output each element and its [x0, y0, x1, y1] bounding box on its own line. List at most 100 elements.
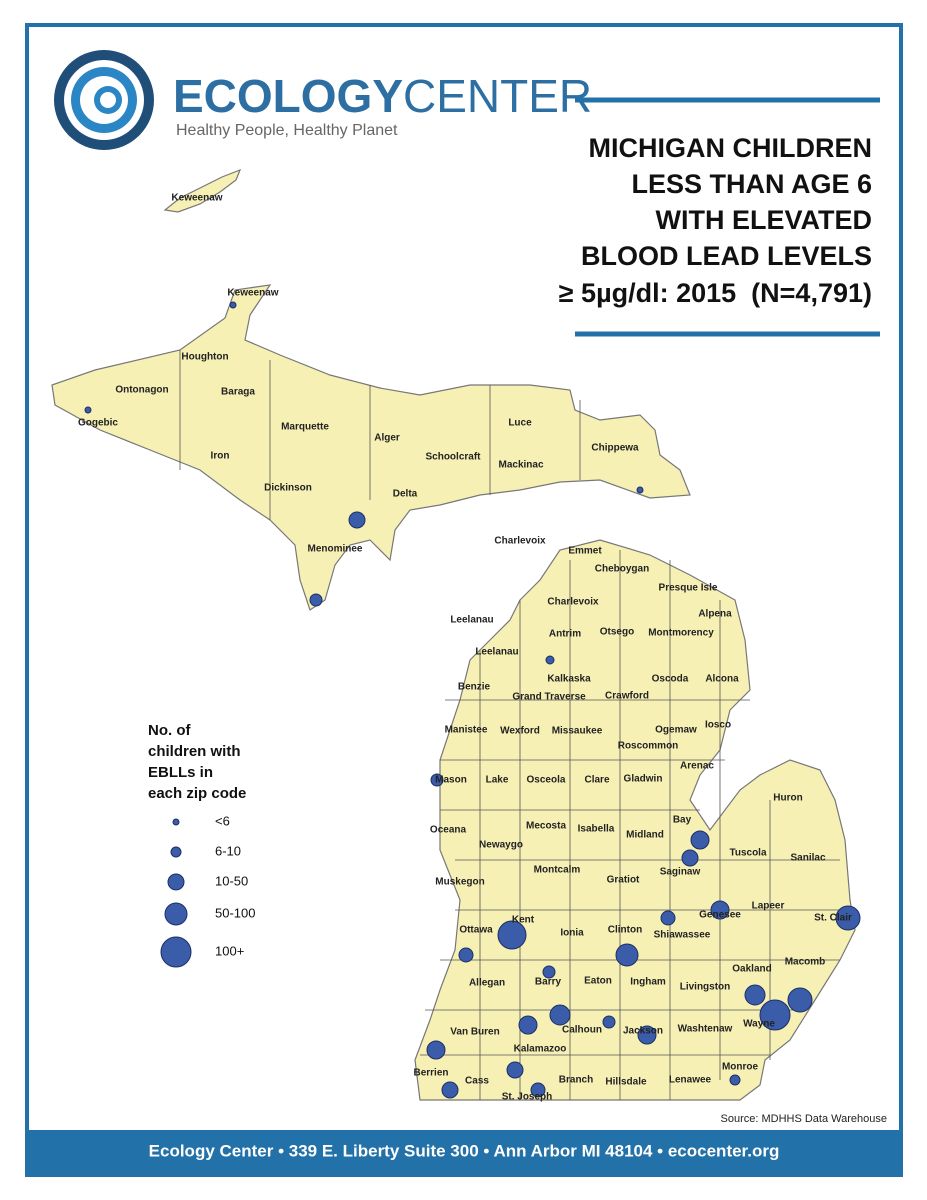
county-label: Bay: [673, 815, 692, 826]
county-label: Eaton: [584, 976, 612, 987]
county-label: Manistee: [445, 725, 488, 736]
county-label: Cheboygan: [595, 564, 649, 575]
county-label: Otsego: [600, 627, 634, 638]
dot: [441, 1081, 459, 1099]
county-label: St. Clair: [814, 913, 852, 924]
county-label: Leelanau: [475, 647, 518, 658]
county-label: Livingston: [680, 982, 731, 993]
legend-title: No. of: [148, 722, 191, 739]
county-label: Gladwin: [624, 774, 663, 785]
county-label: Ontonagon: [115, 385, 168, 396]
isle-royale: [163, 168, 242, 213]
county-label: Delta: [393, 489, 418, 500]
county-label: Kalamazoo: [514, 1044, 567, 1055]
dot: [744, 984, 766, 1006]
logo: [54, 50, 154, 150]
county-label: Emmet: [568, 546, 602, 557]
county-label: Allegan: [469, 978, 505, 989]
county-label: Midland: [626, 830, 664, 841]
county-label: Isabella: [578, 824, 615, 835]
county-label: Wayne: [743, 1019, 775, 1030]
county-label: Ingham: [630, 977, 666, 988]
county-label: Ionia: [560, 928, 584, 939]
title-line: LESS THAN AGE 6: [631, 169, 872, 199]
dot: [615, 943, 639, 967]
dots: [84, 301, 861, 1099]
legend-label: 10-50: [215, 873, 248, 888]
county-label: Shiawassee: [654, 930, 711, 941]
county-label: Arenac: [680, 761, 714, 772]
county-label: Wexford: [500, 726, 540, 737]
dot: [759, 999, 791, 1031]
dot: [660, 910, 676, 926]
legend-symbol: [160, 936, 192, 968]
county-label: Tuscola: [729, 848, 766, 859]
dot: [426, 1040, 446, 1060]
county-label: Mecosta: [526, 821, 566, 832]
county-label: Sanilac: [790, 853, 825, 864]
county-label: Branch: [559, 1075, 593, 1086]
county-label: Macomb: [785, 957, 826, 968]
legend-title: EBLLs in: [148, 764, 213, 781]
county-label: Montmorency: [648, 628, 714, 639]
county-label: Monroe: [722, 1062, 759, 1073]
county-label: Clinton: [608, 925, 642, 936]
dot: [710, 900, 730, 920]
legend-label: <6: [215, 813, 230, 828]
county-label: Oceana: [430, 825, 467, 836]
county-label: Marquette: [281, 422, 329, 433]
county-label: Newaygo: [479, 840, 523, 851]
dot: [530, 1082, 546, 1098]
county-label: Oakland: [732, 964, 771, 975]
dot: [729, 1074, 741, 1086]
legend-symbol: [164, 902, 188, 926]
county-label: Baraga: [221, 387, 255, 398]
dot: [497, 920, 527, 950]
dot: [348, 511, 366, 529]
county-label: Berrien: [413, 1068, 448, 1079]
dot: [229, 301, 237, 309]
county-label: Washtenaw: [678, 1024, 733, 1035]
county-label: Kent: [512, 915, 535, 926]
dot: [637, 1025, 657, 1045]
county-label: St. Joseph: [502, 1092, 553, 1103]
county-label: Missaukee: [552, 726, 603, 737]
county-label: Keweenaw: [171, 193, 222, 204]
county-label: Charlevoix: [494, 536, 546, 547]
county-label: Antrim: [549, 629, 581, 640]
dot: [681, 849, 699, 867]
county-label: Lapeer: [752, 901, 785, 912]
county-label: Oscoda: [652, 674, 689, 685]
county-label: Osceola: [527, 775, 566, 786]
county-label: Saginaw: [660, 867, 701, 878]
county-label: Hillsdale: [605, 1077, 647, 1088]
county-label: Gratiot: [607, 875, 640, 886]
county-label: Charlevoix: [547, 597, 599, 608]
dot: [458, 947, 474, 963]
michigan-map: [51, 168, 856, 1101]
county-label: Calhoun: [562, 1025, 602, 1036]
dot: [84, 406, 92, 414]
county-label: Gogebic: [78, 418, 118, 429]
legend-title: children with: [148, 743, 241, 760]
county-label: Lenawee: [669, 1075, 712, 1086]
county-label: Presque Isle: [659, 583, 718, 594]
legend-symbol: [172, 818, 180, 826]
dot: [602, 1015, 616, 1029]
county-label: Benzie: [458, 682, 491, 693]
county-label: Cass: [465, 1076, 489, 1087]
dot: [636, 486, 644, 494]
county-label: Grand Traverse: [512, 692, 586, 703]
footer-text: Ecology Center • 339 E. Liberty Suite 30…: [149, 1141, 780, 1160]
county-label: Houghton: [181, 352, 228, 363]
county-label: Van Buren: [450, 1027, 499, 1038]
county-label: Luce: [508, 418, 532, 429]
dot: [430, 773, 444, 787]
brand-bold: ECOLOGY: [173, 70, 403, 122]
county-label: Alcona: [705, 674, 739, 685]
county-label: Jackson: [623, 1026, 663, 1037]
upper-peninsula: [51, 284, 691, 611]
dot: [549, 1004, 571, 1026]
legend-symbol: [167, 873, 185, 891]
